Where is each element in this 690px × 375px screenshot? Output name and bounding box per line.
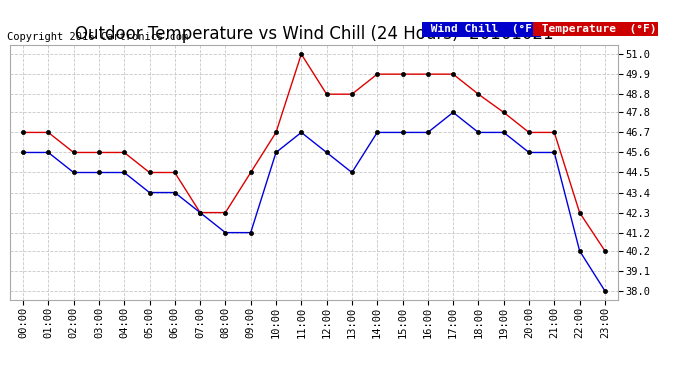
Text: Wind Chill  (°F): Wind Chill (°F) bbox=[424, 24, 539, 34]
Text: Copyright 2016 Cartronics.com: Copyright 2016 Cartronics.com bbox=[7, 32, 188, 42]
Text: Temperature  (°F): Temperature (°F) bbox=[535, 24, 656, 34]
Title: Outdoor Temperature vs Wind Chill (24 Hours)  20161021: Outdoor Temperature vs Wind Chill (24 Ho… bbox=[75, 26, 553, 44]
